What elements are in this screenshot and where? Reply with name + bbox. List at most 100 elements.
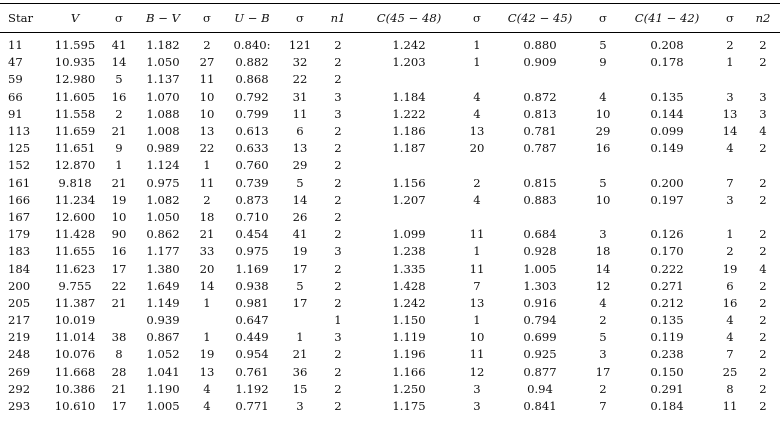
table-body: 11 11.595 41 1.182 2 0.840: 121 2 1.242 1 0.880 5 0.…: [0, 33, 780, 416]
cell-c42-45-sigma: 3: [599, 227, 607, 242]
cell-c41-42-sigma: 8: [726, 381, 734, 396]
cell-c42-45-sigma: 5: [599, 38, 607, 53]
cell-star-id: 179: [8, 227, 31, 242]
cell-c41-42: 0.212: [650, 295, 684, 310]
cell-star-id: 293: [8, 399, 31, 414]
cell-n1: 2: [334, 261, 342, 276]
cell-c45-48: 1.238: [392, 244, 426, 259]
cell-c42-45-sigma: 2: [599, 313, 607, 328]
cell-u-b-sigma: 13: [292, 141, 308, 156]
cell-c41-42-sigma: 7: [726, 175, 734, 190]
cell-u-b: 0.710: [235, 209, 269, 224]
cell-n2: 2: [759, 313, 767, 328]
cell-n1: 3: [334, 89, 342, 104]
cell-c41-42: 0.149: [650, 141, 684, 156]
cell-u-b-sigma: 5: [296, 175, 304, 190]
table-row: 167 12.600 10 1.050 18 0.710 26 2: [0, 209, 780, 226]
cell-c42-45-sigma: 5: [599, 175, 607, 190]
cell-c42-45: 0.928: [523, 244, 557, 259]
header-sigma: σ: [586, 3, 620, 33]
cell-n2: 2: [759, 55, 767, 70]
cell-c45-48-sigma: [460, 71, 494, 88]
cell-c45-48-sigma: 4: [473, 192, 481, 207]
cell-c41-42: 0.126: [650, 227, 684, 242]
cell-n2: 2: [759, 381, 767, 396]
cell-c45-48: 1.156: [392, 175, 426, 190]
cell-c41-42: 0.222: [650, 261, 684, 276]
cell-n2: 2: [759, 175, 767, 190]
cell-c45-48-sigma: 1: [473, 313, 481, 328]
cell-c41-42: [620, 209, 714, 226]
cell-c42-45: 0.815: [523, 175, 557, 190]
cell-u-b-sigma: 14: [292, 192, 308, 207]
cell-c45-48-sigma: 2: [473, 175, 481, 190]
cell-star-id: 59: [8, 72, 23, 87]
cell-c45-48-sigma: 11: [469, 227, 485, 242]
cell-n1: 3: [334, 106, 342, 121]
cell-n2: 2: [759, 141, 767, 156]
cell-star-id: 47: [8, 55, 23, 70]
cell-u-b-sigma: 1: [296, 330, 304, 345]
cell-star-id: 292: [8, 381, 31, 396]
cell-n1: 2: [334, 192, 342, 207]
cell-c45-48: [358, 71, 460, 88]
cell-c45-48-sigma: 4: [473, 89, 481, 104]
cell-b-v: 1.380: [146, 261, 180, 276]
cell-c41-42-sigma: 13: [722, 106, 738, 121]
cell-c41-42: 0.197: [650, 192, 684, 207]
cell-b-v: 0.862: [146, 227, 180, 242]
cell-v-sigma: 21: [111, 124, 127, 139]
cell-u-b-sigma: 29: [292, 158, 308, 173]
cell-v-sigma: 5: [115, 72, 123, 87]
photometry-table: Star V σ B − V σ U − B σ n1 C(45 − 48) σ…: [0, 3, 780, 415]
cell-star-id: 217: [8, 313, 31, 328]
cell-b-v: 1.177: [146, 244, 180, 259]
cell-c45-48: 1.186: [392, 124, 426, 139]
cell-u-b: 0.868: [235, 72, 269, 87]
cell-v-sigma: 21: [111, 175, 127, 190]
cell-c42-45: 0.883: [523, 192, 557, 207]
cell-n1: 1: [334, 313, 342, 328]
cell-c41-42-sigma: 4: [726, 141, 734, 156]
table-row: 161 9.818 21 0.975 11 0.739 5 2 1.156 2 0.815 5 0.20…: [0, 175, 780, 192]
cell-c45-48: 1.150: [392, 313, 426, 328]
cell-b-v-sigma: 4: [203, 399, 211, 414]
cell-u-b-sigma: 31: [292, 89, 308, 104]
table-row: 47 10.935 14 1.050 27 0.882 32 2 1.203 1 0.909 9 0.1…: [0, 54, 780, 71]
cell-c45-48: [358, 157, 460, 174]
cell-star-id: 183: [8, 244, 31, 259]
header-sigma: σ: [192, 3, 222, 33]
cell-n1: 3: [334, 244, 342, 259]
header-b-v: B − V: [134, 3, 192, 33]
cell-c45-48: 1.428: [392, 278, 426, 293]
cell-b-v-sigma: 22: [199, 141, 215, 156]
cell-c41-42-sigma: 4: [726, 330, 734, 345]
cell-c41-42-sigma: 11: [722, 399, 738, 414]
cell-c42-45-sigma: 14: [595, 261, 611, 276]
cell-c45-48: 1.099: [392, 227, 426, 242]
cell-v-mag: 11.651: [54, 141, 96, 156]
header-c45-48: C(45 − 48): [358, 3, 460, 33]
cell-n2: 2: [759, 330, 767, 345]
cell-v-sigma: 90: [111, 227, 127, 242]
cell-c42-45: 0.94: [527, 381, 553, 396]
cell-n2: 2: [759, 278, 767, 293]
cell-c41-42: 0.178: [650, 55, 684, 70]
cell-v-sigma: 19: [111, 192, 127, 207]
cell-u-b: 0.647: [235, 313, 269, 328]
cell-b-v-sigma: 33: [199, 244, 215, 259]
cell-b-v-sigma: 13: [199, 364, 215, 379]
cell-star-id: 125: [8, 141, 31, 156]
cell-b-v-sigma: 21: [199, 227, 215, 242]
cell-u-b: 0.799: [235, 106, 269, 121]
cell-c42-45: 0.872: [523, 89, 557, 104]
cell-c45-48: 1.242: [392, 295, 426, 310]
cell-n1: 2: [334, 364, 342, 379]
cell-v-mag: 11.428: [54, 227, 96, 242]
cell-c42-45-sigma: 29: [595, 124, 611, 139]
cell-u-b: 0.882: [235, 55, 269, 70]
cell-c45-48: 1.166: [392, 364, 426, 379]
cell-n1: 2: [334, 124, 342, 139]
cell-c45-48-sigma: 1: [473, 244, 481, 259]
